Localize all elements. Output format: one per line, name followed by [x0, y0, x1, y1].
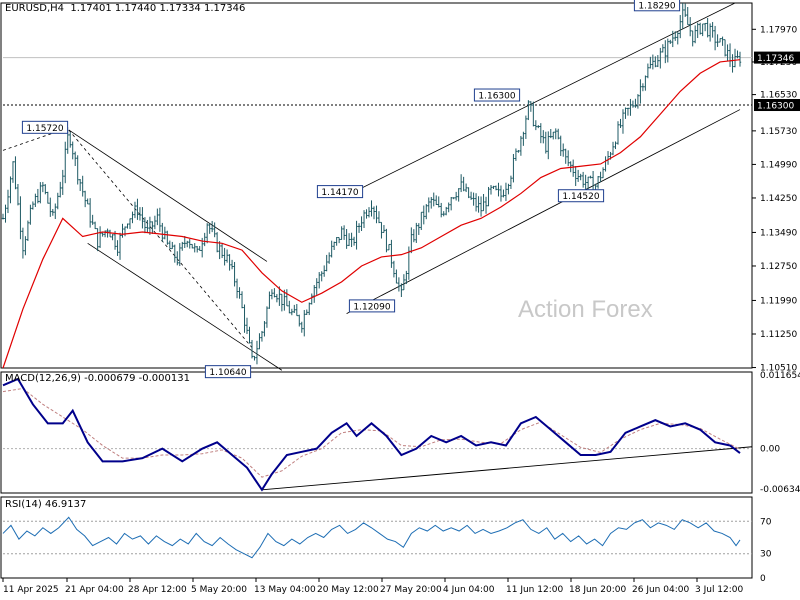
x-tick-label: 26 Jun 04:00: [632, 585, 689, 595]
x-tick-label: 5 May 20:00: [191, 585, 247, 595]
swing-price-label: 1.10640: [209, 368, 246, 378]
channel-line: [87, 242, 283, 371]
swing-price-label-box: [21, 120, 69, 134]
price-y-tick-label: 1.13490: [760, 228, 797, 238]
price-y-tick-label: 1.11250: [760, 330, 797, 340]
x-tick-label: 4 Jun 04:00: [443, 585, 495, 595]
x-tick-label: 11 Apr 2025: [3, 585, 59, 595]
rsi-line: [2, 516, 741, 559]
rsi-label: RSI(14) 46.9137: [5, 499, 87, 510]
hline-price-label: 1.16300: [757, 102, 794, 112]
swing-price-label-box: [316, 185, 364, 199]
watermark: Action Forex: [518, 296, 653, 323]
macd-signal-line: [2, 387, 741, 478]
macd-trendline: [261, 446, 753, 491]
x-tick-label: 11 Jun 12:00: [506, 585, 563, 595]
price-y-tick-label: 1.14250: [760, 194, 797, 204]
rsi-panel-frame: [0, 496, 753, 579]
channel-line: [68, 129, 268, 262]
macd-y-tick-label: 0.00: [760, 445, 780, 455]
channel-line: [346, 109, 741, 314]
current-price-label: 1.17346: [757, 54, 794, 64]
macd-label: MACD(12,26,9) -0.000679 -0.000131: [5, 373, 190, 384]
x-tick-label: 27 May 20:00: [380, 585, 442, 595]
hline-price-box: [754, 99, 800, 112]
swing-price-label: 1.15720: [26, 124, 63, 134]
chart-title: EURUSD,H4 1.17401 1.17440 1.17334 1.1734…: [5, 3, 245, 14]
macd-y-tick-label: 0.011654: [760, 371, 800, 381]
rsi-y-tick-label: 30: [760, 550, 772, 560]
macd-panel-frame: [0, 371, 753, 494]
moving-average-line: [2, 59, 741, 369]
price-y-tick-label: 1.17970: [760, 25, 797, 35]
swing-price-label: 1.16300: [478, 92, 515, 102]
x-tick-label: 28 Apr 12:00: [128, 585, 187, 595]
current-price-box: [754, 51, 800, 64]
price-y-tick-label: 1.12750: [760, 262, 797, 272]
x-tick-label: 20 May 12:00: [317, 585, 379, 595]
swing-price-label-box: [473, 88, 521, 102]
price-y-tick-label: 1.11990: [760, 296, 797, 306]
price-y-tick-label: 1.14990: [760, 160, 797, 170]
channel-line: [68, 129, 253, 348]
swing-price-label: 1.14170: [321, 188, 358, 198]
price-panel-frame: [0, 2, 753, 369]
price-y-tick-label: 1.15730: [760, 127, 797, 137]
ohlc-label: 1.17401 1.17440 1.17334 1.17346: [70, 3, 246, 14]
x-tick-label: 18 Jun 20:00: [569, 585, 626, 595]
x-tick-label: 3 Jul 12:00: [695, 585, 744, 595]
symbol-label: EURUSD,H4: [5, 3, 65, 14]
rsi-y-tick-label: 0: [760, 574, 766, 584]
x-tick-label: 21 Apr 04:00: [65, 585, 124, 595]
rsi-y-tick-label: 70: [760, 517, 772, 527]
swing-price-label: 1.12090: [353, 302, 390, 312]
price-y-tick-label: 1.16530: [760, 91, 797, 101]
swing-price-label: 1.18290: [638, 1, 675, 11]
swing-price-label-box: [557, 189, 605, 203]
macd-main-line: [2, 377, 741, 492]
swing-price-label-box: [348, 299, 396, 313]
channel-line: [341, 2, 736, 199]
swing-price-label-box: [204, 365, 252, 379]
x-tick-label: 13 May 04:00: [254, 585, 316, 595]
swing-price-label: 1.14520: [562, 192, 599, 202]
price-y-tick-label: 1.10510: [760, 364, 797, 374]
macd-y-tick-label: -0.006345: [760, 485, 800, 495]
swing-price-label-box: [633, 0, 681, 12]
